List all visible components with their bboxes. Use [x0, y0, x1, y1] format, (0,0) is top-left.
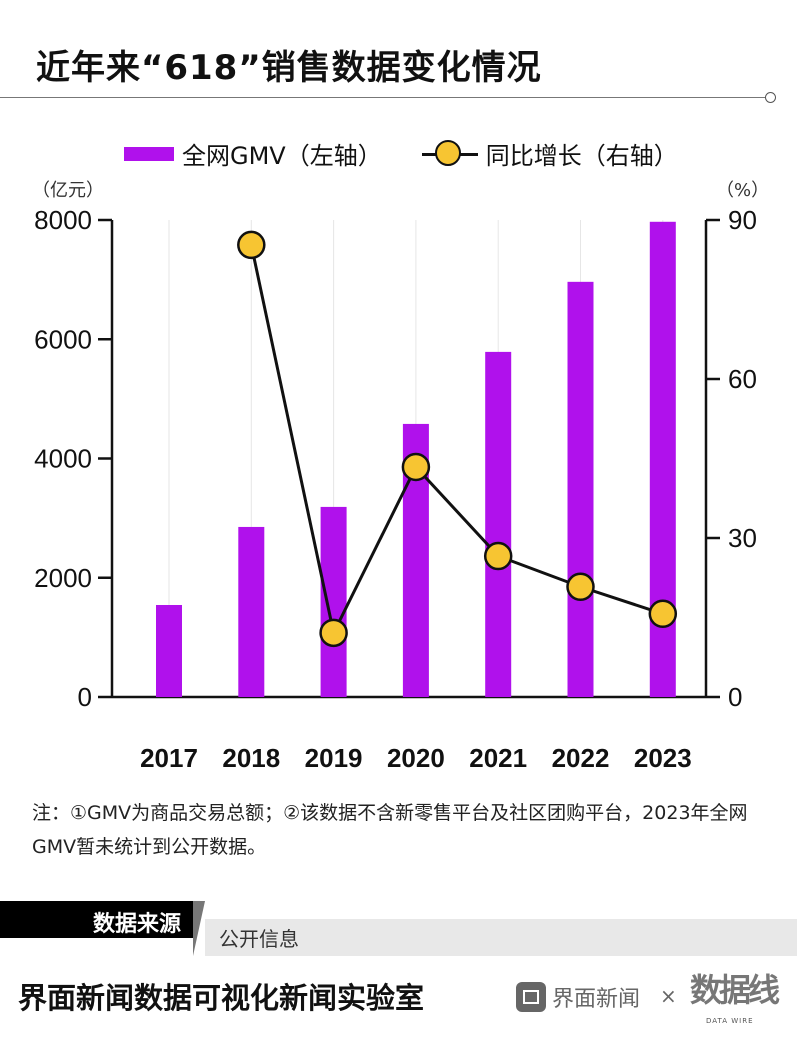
legend-bar-swatch — [124, 146, 174, 161]
divider-end-dot — [765, 92, 776, 103]
growth-line — [249, 244, 664, 638]
right-axis-unit: （%） — [716, 180, 770, 201]
title-divider — [0, 97, 766, 98]
left-tick-label: 2000 — [34, 563, 92, 593]
datawire-logo: 数据线 — [690, 971, 780, 1009]
right-tick-label: 90 — [728, 205, 757, 235]
right-tick-label: 60 — [728, 364, 757, 394]
datawire-logo-sub: DATA WIRE — [706, 1017, 754, 1025]
right-tick-label: 0 — [728, 682, 742, 712]
growth-point-2022 — [566, 572, 595, 602]
right-tick-label: 30 — [728, 523, 757, 553]
left-tick-label: 4000 — [34, 444, 92, 474]
legend-line-marker-icon — [421, 139, 478, 169]
x-tick-label: 2019 — [305, 743, 363, 773]
legend-line-label: 同比增长（右轴） — [485, 142, 678, 170]
x-tick-label: 2021 — [469, 743, 527, 773]
source-value: 公开信息 — [205, 919, 797, 956]
growth-point-2018 — [237, 230, 266, 260]
growth-point-2023 — [648, 599, 678, 629]
left-tick-label: 6000 — [34, 324, 92, 354]
growth-point-2020 — [401, 452, 431, 482]
bar-2022 — [567, 281, 594, 697]
bar-2021 — [485, 351, 512, 697]
bar-2019 — [320, 506, 347, 697]
footnote: 注：①GMV为商品交易总额；②该数据不含新零售平台及社区团购平台，2023年全网… — [32, 802, 748, 858]
source-label: 数据来源 — [0, 901, 195, 938]
source-fold-decoration — [193, 901, 205, 956]
bar-2018 — [238, 526, 265, 697]
chart: 2017 2018 2019 2020 2021 2022 2023020004000600… — [34, 205, 757, 773]
x-tick-label: 2018 — [222, 743, 280, 773]
x-tick-label: 2023 — [634, 743, 692, 773]
growth-point-2021 — [483, 541, 513, 571]
x-tick-label: 2022 — [552, 743, 610, 773]
footer-title: 界面新闻数据可视化新闻实验室 — [18, 981, 425, 1015]
page-title: 近年来“618”销售数据变化情况 — [36, 48, 542, 88]
x-tick-label: 2017 — [140, 743, 198, 773]
legend: 全网GMV（左轴） 同比增长（右轴） — [124, 136, 678, 171]
bar-2017 — [156, 604, 182, 697]
legend-bar-label: 全网GMV（左轴） — [182, 142, 382, 170]
left-tick-label: 8000 — [34, 205, 92, 235]
left-axis-unit: （亿元） — [32, 180, 104, 201]
jiemian-logo-icon — [516, 982, 546, 1012]
left-tick-label: 0 — [78, 682, 92, 712]
growth-point-2019 — [319, 618, 348, 648]
brand-jiemian: 界面新闻 — [552, 987, 641, 1012]
x-tick-label: 2020 — [387, 743, 445, 773]
brand-times: × — [660, 984, 677, 1008]
